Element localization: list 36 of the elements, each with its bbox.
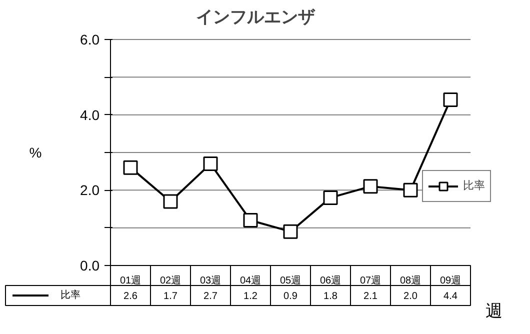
- point: [163, 194, 178, 209]
- x-tick-label: 03週: [200, 276, 222, 286]
- point: [443, 92, 458, 108]
- data-label: 2.0: [404, 291, 418, 302]
- y-tick-label: 4.0: [80, 106, 100, 123]
- data-label: 1.8: [324, 291, 338, 302]
- x-tick-label: 07週: [360, 276, 382, 286]
- data-label: 0.9: [284, 291, 298, 302]
- point: [243, 213, 258, 228]
- point: [363, 179, 378, 194]
- legend-label: 比率: [463, 178, 485, 194]
- point: [403, 182, 418, 198]
- x-tick-label: 05週: [280, 276, 302, 286]
- x-tick-label: 08週: [400, 276, 422, 286]
- y-tick-label: 2.0: [80, 182, 100, 198]
- data-label: 2.6: [124, 291, 138, 302]
- data-label: 2.1: [364, 291, 378, 302]
- data-label: 1.7: [164, 291, 178, 302]
- point: [323, 190, 338, 205]
- y-tick-label: 0.0: [80, 258, 100, 274]
- x-axis-title: 週: [486, 302, 502, 320]
- x-tick-label: 02週: [160, 276, 182, 286]
- data-label: 2.7: [204, 291, 218, 302]
- chart-title: インフルエンザ: [196, 8, 316, 26]
- x-tick-label: 06週: [320, 276, 342, 286]
- data-label: 4.4: [444, 291, 458, 302]
- point: [203, 156, 218, 172]
- y-axis-title: %: [29, 144, 42, 160]
- x-tick-label: 04週: [240, 276, 262, 286]
- point: [123, 160, 138, 175]
- x-tick-label: 09週: [440, 276, 462, 286]
- data-label: 1.2: [244, 291, 258, 302]
- point: [283, 224, 298, 239]
- x-tick-label: 01週: [120, 276, 142, 286]
- text: 比率: [60, 290, 80, 301]
- y-tick-label: 6.0: [80, 32, 100, 48]
